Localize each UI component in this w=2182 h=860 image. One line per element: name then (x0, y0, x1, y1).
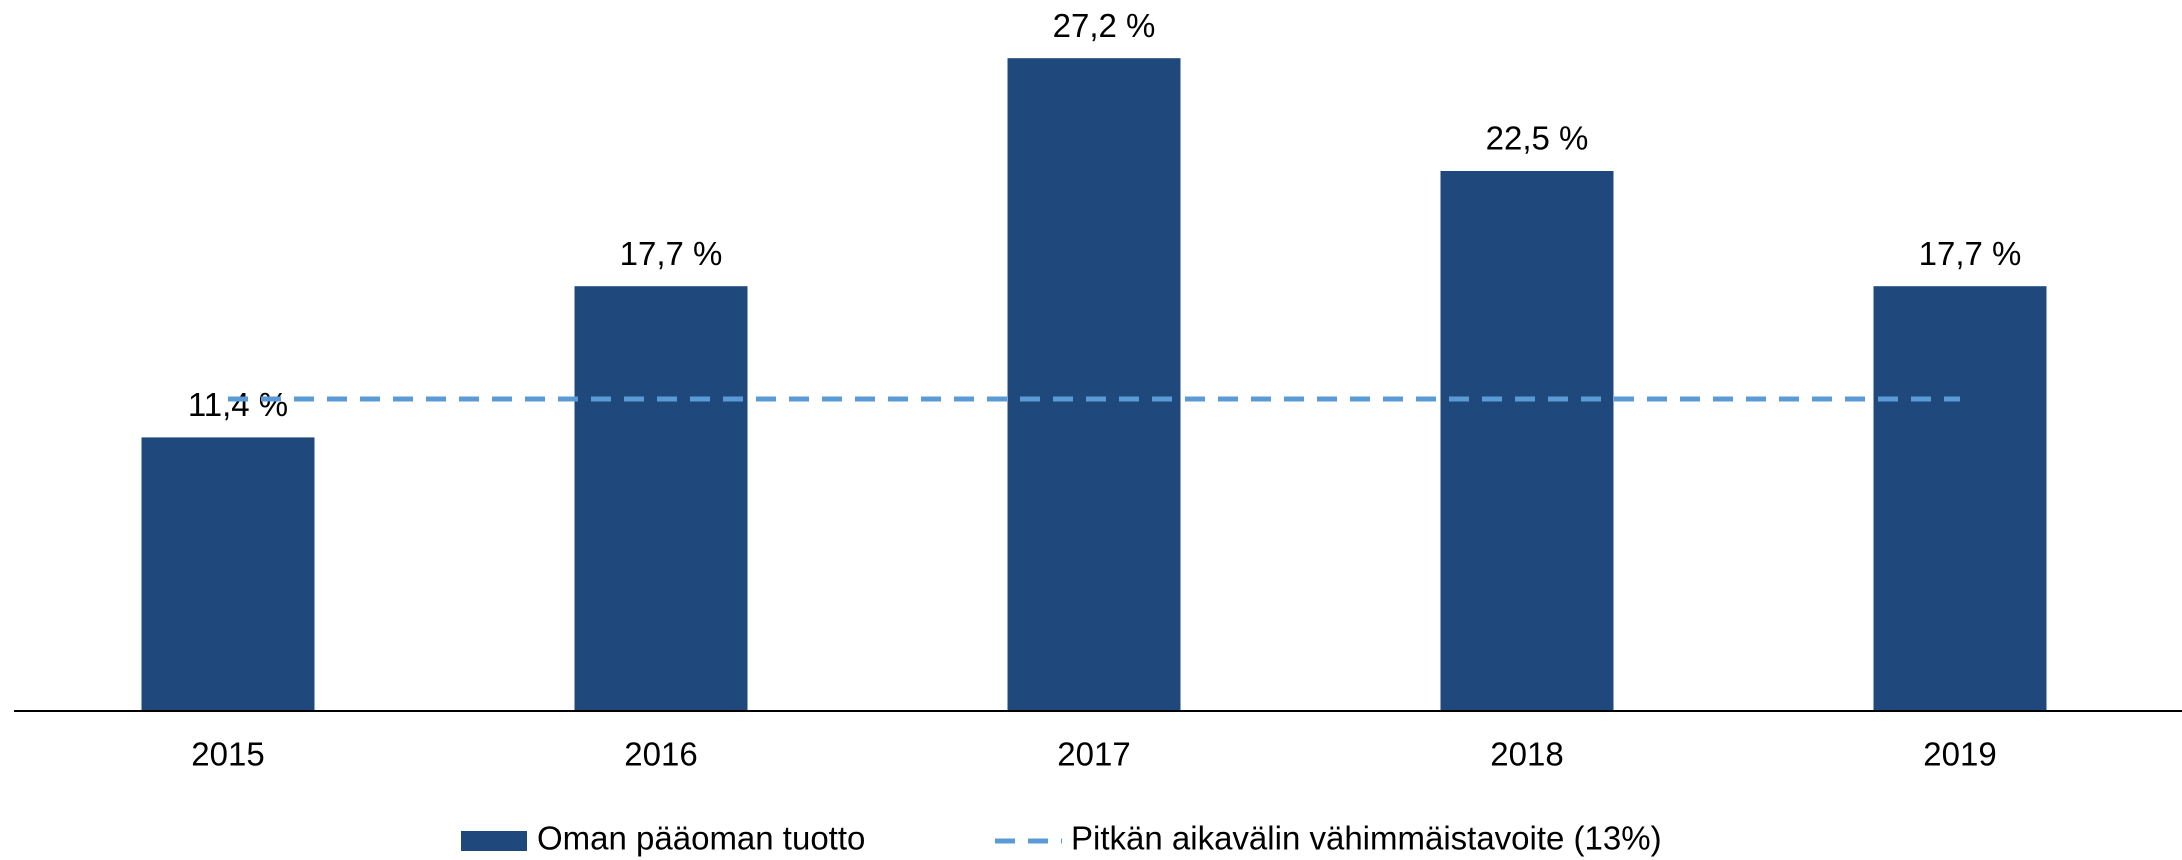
bar (141, 437, 315, 711)
legend-label: Pitkän aikavälin vähimmäistavoite (13%) (1071, 820, 1662, 857)
data-label: 22,5 % (1486, 120, 1589, 157)
data-label: 27,2 % (1053, 7, 1156, 44)
data-label: 11,4 % (188, 386, 288, 423)
x-tick-label: 2017 (1057, 736, 1130, 773)
data-label: 17,7 % (620, 235, 723, 272)
x-tick-label: 2015 (191, 736, 264, 773)
bar (574, 286, 748, 711)
bar (1440, 171, 1614, 711)
legend-label: Oman pääoman tuotto (537, 820, 865, 857)
bar (1873, 286, 2047, 711)
x-tick-label: 2019 (1923, 736, 1996, 773)
bar (1007, 58, 1181, 711)
data-label: 17,7 % (1919, 235, 2022, 272)
x-tick-label: 2018 (1490, 736, 1563, 773)
x-tick-label: 2016 (624, 736, 697, 773)
legend-swatch (461, 831, 527, 851)
